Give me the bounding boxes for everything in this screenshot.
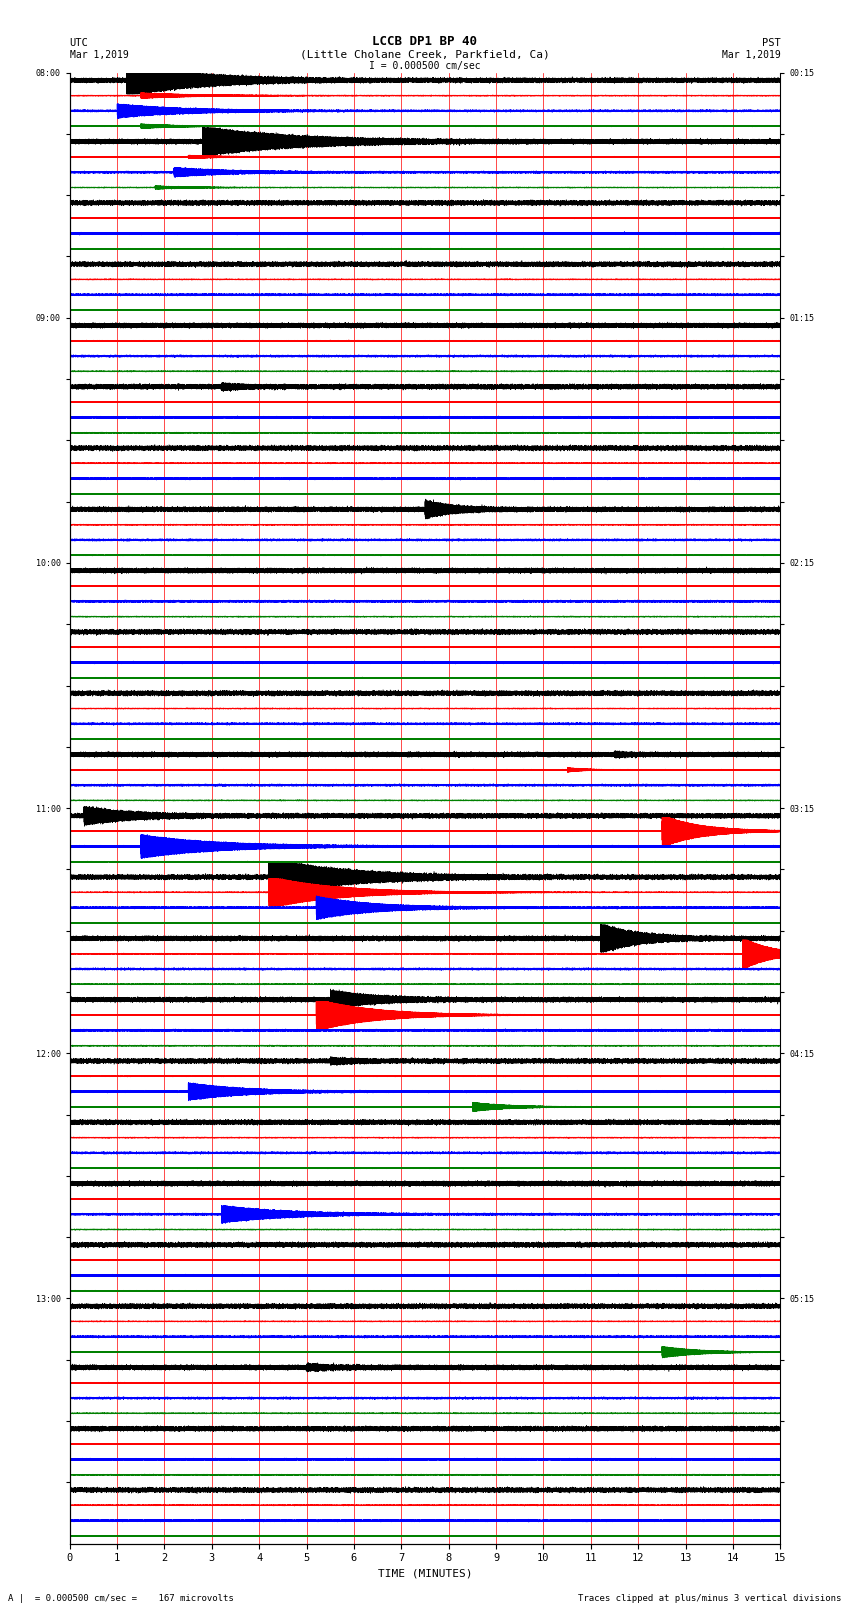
X-axis label: TIME (MINUTES): TIME (MINUTES) [377, 1569, 473, 1579]
Text: A |  = 0.000500 cm/sec =    167 microvolts: A | = 0.000500 cm/sec = 167 microvolts [8, 1594, 235, 1603]
Text: LCCB DP1 BP 40: LCCB DP1 BP 40 [372, 34, 478, 47]
Text: I = 0.000500 cm/sec: I = 0.000500 cm/sec [369, 61, 481, 71]
Text: PST: PST [762, 39, 780, 48]
Text: Mar 1,2019: Mar 1,2019 [722, 50, 780, 60]
Text: Traces clipped at plus/minus 3 vertical divisions: Traces clipped at plus/minus 3 vertical … [578, 1594, 842, 1603]
Text: Mar 1,2019: Mar 1,2019 [70, 50, 128, 60]
Text: (Little Cholane Creek, Parkfield, Ca): (Little Cholane Creek, Parkfield, Ca) [300, 50, 550, 60]
Text: UTC: UTC [70, 39, 88, 48]
